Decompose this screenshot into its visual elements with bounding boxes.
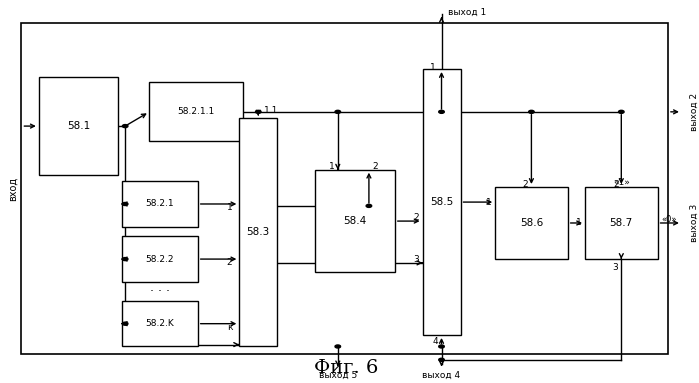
Text: 58.6: 58.6: [520, 218, 543, 228]
Text: 58.1: 58.1: [67, 121, 90, 131]
Bar: [122, 301, 198, 347]
Text: к: к: [227, 323, 232, 332]
Text: выход 4: выход 4: [422, 371, 461, 380]
Text: 3: 3: [612, 263, 618, 272]
Circle shape: [335, 345, 340, 348]
Text: 4: 4: [433, 337, 438, 346]
Circle shape: [439, 345, 445, 348]
Text: выход 2: выход 2: [690, 93, 699, 131]
Circle shape: [122, 322, 128, 325]
Text: 58.7: 58.7: [610, 218, 633, 228]
Bar: [38, 77, 118, 175]
Bar: [585, 187, 658, 259]
Text: 2: 2: [226, 259, 232, 267]
Circle shape: [122, 257, 128, 260]
Text: 58.2.1.1: 58.2.1.1: [178, 107, 215, 116]
Circle shape: [256, 110, 261, 113]
Bar: [122, 181, 198, 227]
Text: 2: 2: [522, 180, 528, 190]
Text: 1: 1: [226, 203, 232, 212]
Circle shape: [122, 203, 128, 206]
Text: 1: 1: [576, 218, 582, 228]
Text: 58.2.1: 58.2.1: [145, 200, 174, 208]
Text: 58.5: 58.5: [430, 197, 453, 207]
Text: «0»: «0»: [661, 215, 677, 224]
Text: 1: 1: [486, 198, 491, 206]
Circle shape: [439, 358, 445, 361]
Text: выход 1: выход 1: [449, 8, 487, 16]
Text: 1: 1: [329, 162, 334, 171]
Circle shape: [335, 110, 340, 113]
Bar: [22, 23, 668, 354]
Text: 58.2.K: 58.2.K: [145, 319, 174, 328]
Text: выход 5: выход 5: [319, 371, 357, 380]
Text: 58.3: 58.3: [247, 228, 270, 237]
Text: 2: 2: [373, 162, 378, 171]
Text: выход 3: выход 3: [690, 204, 699, 242]
Bar: [422, 69, 461, 335]
Circle shape: [122, 124, 128, 128]
Bar: [150, 82, 243, 141]
Text: 58.2.2: 58.2.2: [145, 255, 174, 264]
Text: · · ·: · · ·: [150, 285, 170, 298]
Bar: [315, 170, 395, 272]
Text: вход: вход: [8, 177, 18, 201]
Circle shape: [439, 110, 445, 113]
Text: «1»: «1»: [613, 178, 630, 187]
Text: 1.1: 1.1: [264, 106, 278, 115]
Circle shape: [619, 110, 624, 113]
Bar: [122, 236, 198, 282]
Bar: [495, 187, 568, 259]
Bar: [239, 118, 278, 347]
Text: 3: 3: [413, 255, 419, 264]
Circle shape: [528, 110, 534, 113]
Text: 1: 1: [431, 63, 436, 72]
Text: Фиг. 6: Фиг. 6: [315, 359, 379, 377]
Circle shape: [366, 205, 372, 208]
Text: 2: 2: [613, 180, 619, 190]
Text: 2: 2: [413, 213, 419, 222]
Text: 58.4: 58.4: [343, 216, 367, 226]
